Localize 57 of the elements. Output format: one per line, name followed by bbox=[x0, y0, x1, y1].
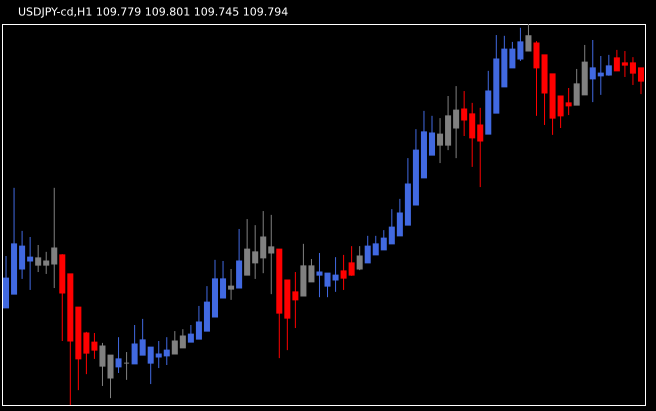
candlestick bbox=[83, 331, 90, 375]
candlestick bbox=[292, 272, 298, 329]
candlestick bbox=[180, 328, 186, 348]
candlestick bbox=[388, 208, 395, 244]
candlestick bbox=[590, 40, 596, 103]
candlestick bbox=[156, 340, 162, 369]
candlestick bbox=[140, 318, 146, 356]
candlestick bbox=[525, 24, 532, 52]
candlestick bbox=[51, 187, 58, 289]
candlestick bbox=[380, 230, 387, 250]
candlestick bbox=[638, 67, 644, 95]
candlestick bbox=[43, 251, 50, 274]
candlestick bbox=[437, 118, 444, 164]
candlestick bbox=[99, 342, 106, 386]
candlestick bbox=[477, 107, 484, 188]
candlestick bbox=[148, 346, 154, 385]
candlestick bbox=[308, 258, 314, 282]
candlestick bbox=[622, 50, 628, 78]
candlestick bbox=[630, 56, 636, 86]
candlestick bbox=[260, 210, 266, 274]
candlestick bbox=[517, 27, 524, 62]
candlestick bbox=[598, 56, 604, 96]
candlestick bbox=[340, 254, 347, 290]
candlestick bbox=[356, 246, 363, 271]
candlestick bbox=[132, 324, 138, 364]
candlestick bbox=[372, 235, 379, 256]
candlestick bbox=[574, 68, 580, 106]
candlestick bbox=[428, 115, 436, 156]
candlestick bbox=[27, 236, 34, 290]
candlestick bbox=[172, 330, 178, 354]
candlestick bbox=[614, 49, 620, 72]
candlestick bbox=[558, 96, 564, 129]
candlestick bbox=[91, 332, 98, 360]
candlestick bbox=[324, 272, 331, 298]
candlestick bbox=[107, 354, 114, 399]
candlestick bbox=[268, 214, 274, 295]
candlestick bbox=[316, 252, 322, 298]
candlestick bbox=[228, 268, 234, 300]
candlestick bbox=[19, 230, 26, 280]
candlestick bbox=[453, 86, 460, 159]
candlestick bbox=[252, 224, 258, 280]
candlestick bbox=[116, 336, 122, 374]
candlestick bbox=[124, 352, 130, 380]
candlestick bbox=[220, 260, 226, 298]
chart-title: USDJPY-cd,H1 109.779 109.801 109.745 109.794 bbox=[18, 6, 288, 18]
candlestick bbox=[509, 41, 516, 68]
candlestick bbox=[164, 336, 170, 366]
candlestick bbox=[364, 235, 371, 264]
candlestick bbox=[606, 54, 612, 76]
candlestick bbox=[348, 246, 355, 276]
candlestick bbox=[461, 90, 468, 137]
candlestick bbox=[196, 305, 202, 340]
candlestick bbox=[396, 198, 403, 236]
candlestick bbox=[566, 88, 572, 116]
candlestick bbox=[332, 256, 339, 292]
candlestick bbox=[188, 324, 194, 343]
candlestick bbox=[35, 244, 42, 273]
